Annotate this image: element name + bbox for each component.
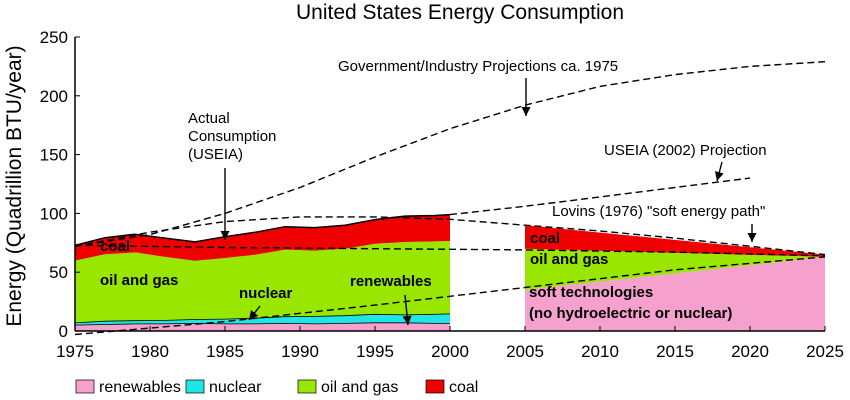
label-oil-and-gas: oil and gas <box>100 272 178 289</box>
chart-title: United States Energy Consumption <box>296 1 624 24</box>
label-coal: coal <box>100 238 130 255</box>
label-gov-industry-projection: Government/Industry Projections ca. 1975 <box>338 58 618 75</box>
nuclear-boundary-line <box>74 313 451 324</box>
legend-swatch-renewables <box>75 379 95 394</box>
lovins-soft-technologies-area <box>525 256 825 331</box>
lovins-coal-area <box>525 225 825 257</box>
x-tick-label-2000: 2000 <box>431 342 469 361</box>
label-nuclear: nuclear <box>239 285 293 302</box>
y-axis-label: Energy (Quadrillion BTU/year) <box>3 45 26 326</box>
arrow-nuclear-head <box>249 310 259 320</box>
y-tick-label-100: 100 <box>40 204 68 223</box>
x-tick-label-1990: 1990 <box>281 342 319 361</box>
legend-label-nuclear: nuclear <box>209 379 262 396</box>
x-tick-label-1995: 1995 <box>356 342 394 361</box>
y-tick-label-0: 0 <box>59 322 68 341</box>
legend-label-renewables: renewables <box>99 379 181 396</box>
arrow-actual-head <box>220 231 230 240</box>
label-renewables: renewables <box>350 273 432 290</box>
legend-label-coal: coal <box>449 379 478 396</box>
area-layer <box>75 214 825 331</box>
x-tick-label-1980: 1980 <box>131 342 169 361</box>
actual-oil-and-gas-area <box>75 241 450 323</box>
label-oil-and-gas-lovins: oil and gas <box>530 251 608 268</box>
axes: 1975 1980 1985 1990 1995 2000 2005 2010 2015 2020… <box>40 28 844 361</box>
x-tick-label-2020: 2020 <box>731 342 769 361</box>
actual-nuclear-area <box>75 313 450 326</box>
y-tick-label-150: 150 <box>40 146 68 165</box>
actual-coal-area <box>75 214 450 261</box>
arrow-renewables-head <box>402 315 412 325</box>
legend-label-oil-and-gas: oil and gas <box>321 379 398 396</box>
x-tick-label-2015: 2015 <box>656 342 694 361</box>
projection-lovins-1976-soft-energy-path-line <box>74 216 826 256</box>
legend: renewables nuclear oil and gas coal <box>75 379 478 396</box>
projection-lines <box>74 61 826 336</box>
legend-swatch-coal <box>425 379 445 394</box>
lovins-oil-and-gas-area <box>525 248 825 290</box>
projection-line-3 <box>74 244 826 257</box>
projection-government-industry-projections-ca-1975-line <box>74 61 826 247</box>
x-tick-label-2005: 2005 <box>506 342 544 361</box>
x-tick-label-1985: 1985 <box>206 342 244 361</box>
label-soft-technologies: soft technologies (no hydroelectric or nu… <box>529 284 732 322</box>
label-actual-consumption: Actual Consumption (USEIA) <box>188 110 276 163</box>
projection-line-4 <box>74 256 826 336</box>
x-tick-label-1975: 1975 <box>56 342 94 361</box>
renewables-boundary-line <box>74 322 450 326</box>
label-lovins-soft-path: Lovins (1976) "soft energy path" <box>552 203 765 220</box>
x-tick-label-2025: 2025 <box>806 342 844 361</box>
annotations: Government/Industry Projections ca. 1975… <box>100 58 767 326</box>
label-coal-lovins: coal <box>530 230 560 247</box>
arrow-gov-industry-head <box>521 107 531 116</box>
arrow-useia-2002-head <box>714 171 724 181</box>
y-tick-label-250: 250 <box>40 28 68 47</box>
actual-renewables-area <box>75 322 450 331</box>
label-useia-2002-projection: USEIA (2002) Projection <box>604 142 767 159</box>
y-tick-label-50: 50 <box>49 263 68 282</box>
y-tick-label-200: 200 <box>40 87 68 106</box>
legend-swatch-oil-and-gas <box>297 379 317 394</box>
projection-useia-2002-projection-line <box>449 177 751 216</box>
arrow-lovins-head <box>747 233 757 242</box>
x-tick-label-2010: 2010 <box>581 342 619 361</box>
legend-swatch-nuclear <box>185 379 205 394</box>
actual-total-line <box>74 213 451 247</box>
